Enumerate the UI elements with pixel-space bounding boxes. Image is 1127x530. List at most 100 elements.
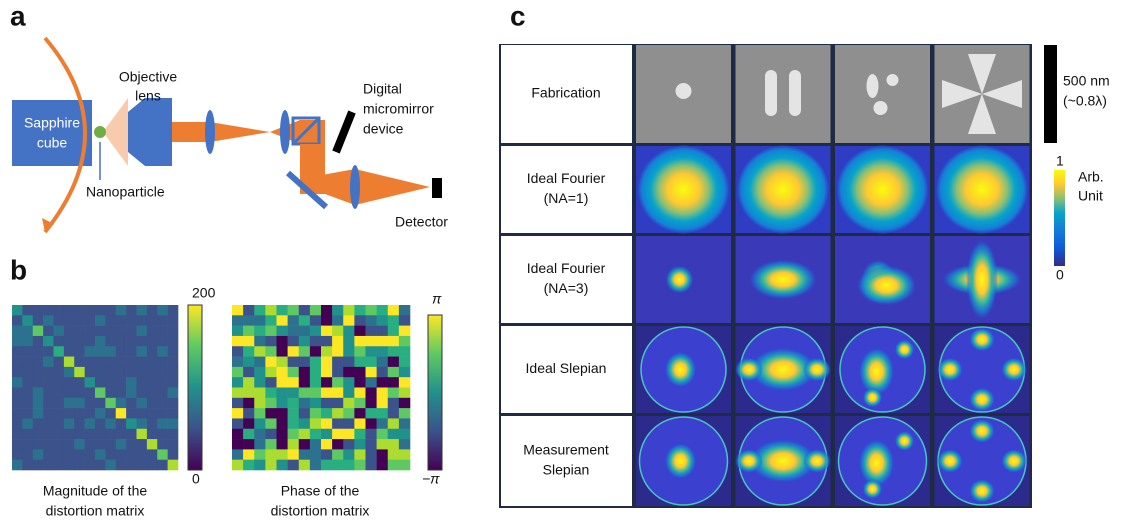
heatmap-cell	[126, 439, 137, 450]
heatmap-cell	[74, 408, 85, 419]
cube-label: Sapphire	[24, 115, 80, 131]
heatmap-cell	[265, 346, 276, 357]
heatmap-cell	[105, 460, 116, 471]
heatmap-cell	[254, 357, 265, 368]
heatmap-cell	[74, 439, 85, 450]
heatmap-cell	[64, 388, 75, 399]
image-cell	[835, 326, 930, 413]
heatmap-cell	[147, 460, 158, 471]
heatmap-cell	[243, 449, 254, 460]
heatmap-cell	[388, 460, 399, 471]
heatmap-cell	[126, 367, 137, 378]
heatmap-cell	[254, 429, 265, 440]
heatmap-cell	[22, 315, 33, 326]
heatmap-cell	[12, 377, 23, 388]
heatmap-cell	[310, 336, 321, 347]
heatmap-cell	[43, 388, 54, 399]
sem-bg	[835, 45, 930, 143]
row-label: Ideal Fourier	[527, 260, 606, 276]
heatmap-cell	[288, 326, 299, 337]
heatmap-cell	[95, 408, 106, 419]
heatmap-cell	[116, 367, 127, 378]
heatmap-cell	[299, 460, 310, 471]
heatmap-cell	[277, 460, 288, 471]
heatmap-cell	[277, 367, 288, 378]
heatmap-cell	[343, 326, 354, 337]
heatmap-cell	[265, 408, 276, 419]
heatmap-cell	[74, 388, 85, 399]
intensity	[859, 348, 895, 396]
heatmap-cell	[12, 429, 23, 440]
heatmap-cell	[377, 439, 388, 450]
image-cell	[735, 416, 831, 506]
heatmap-cell	[366, 315, 377, 326]
heatmap-cell	[321, 429, 332, 440]
heatmap-cell	[310, 305, 321, 316]
heatmap-cell	[43, 449, 54, 460]
heatmap-cell	[399, 326, 410, 337]
intensity	[895, 431, 915, 451]
heatmap-cell	[288, 367, 299, 378]
heatmap-cell	[43, 305, 54, 316]
intensity	[638, 146, 730, 234]
row-label: Slepian	[543, 462, 590, 478]
heatmap-cell	[168, 336, 179, 347]
heatmap-cell	[85, 305, 96, 316]
heatmap-cell	[332, 315, 343, 326]
heatmap-cell	[12, 398, 23, 409]
row-label: Ideal Fourier	[527, 170, 606, 186]
heatmap-cell	[277, 336, 288, 347]
heatmap-cell	[354, 449, 365, 460]
heatmap-cell	[299, 449, 310, 460]
image-cell	[835, 416, 930, 506]
heatmap-cell	[12, 418, 23, 429]
heatmap-cell	[137, 326, 148, 337]
heatmap-cell	[243, 305, 254, 316]
heatmap-cell	[399, 429, 410, 440]
heatmap-cell	[105, 439, 116, 450]
heatmap-cell	[366, 377, 377, 388]
heatmap-cell	[254, 315, 265, 326]
heatmap-cell	[354, 357, 365, 368]
heatmap-cell	[12, 367, 23, 378]
heatmap-cell	[299, 398, 310, 409]
heatmap-cell	[12, 357, 23, 368]
heatmap-cell	[95, 418, 106, 429]
heatmap-cell	[277, 408, 288, 419]
heatmap-cell	[147, 357, 158, 368]
heatmap-cell	[116, 336, 127, 347]
heatmap-cell	[116, 398, 127, 409]
heatmap-cell	[254, 439, 265, 450]
heatmap-cell	[277, 357, 288, 368]
image-cell	[736, 146, 831, 234]
heatmap-cell	[95, 449, 106, 460]
heatmap-cell	[299, 408, 310, 419]
heatmap-cell	[85, 439, 96, 450]
heatmap-cell	[33, 388, 44, 399]
heatmap-cell	[399, 460, 410, 471]
heatmap-cell	[147, 346, 158, 357]
colorbar-label: π	[432, 291, 442, 307]
heatmap-cell	[265, 418, 276, 429]
heatmap-cell	[354, 315, 365, 326]
heatmap-cell	[388, 367, 399, 378]
heatmap-cell	[377, 367, 388, 378]
heatmap-cell	[243, 367, 254, 378]
heatmap-cell	[343, 439, 354, 450]
heatmap-cell	[168, 449, 179, 460]
heatmap-cell	[33, 367, 44, 378]
heatmap-cell	[265, 398, 276, 409]
heatmap-cell	[388, 326, 399, 337]
heatmap-cell	[377, 346, 388, 357]
heatmap-cell	[43, 315, 54, 326]
heatmap-cell	[33, 377, 44, 388]
heatmap-cell	[105, 408, 116, 419]
heatmap-cell	[254, 398, 265, 409]
intensity	[803, 358, 831, 382]
heatmap-cell	[265, 460, 276, 471]
heatmap-cell	[243, 418, 254, 429]
heatmap-cell	[388, 315, 399, 326]
cube-label: cube	[37, 135, 68, 151]
heatmap-cell	[288, 336, 299, 347]
heatmap-cell	[33, 326, 44, 337]
